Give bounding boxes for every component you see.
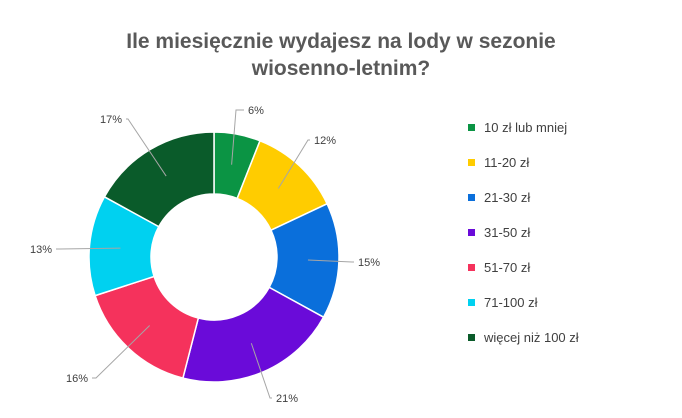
legend-swatch: [468, 123, 475, 131]
legend-item-6: 71-100 zł: [468, 292, 579, 312]
legend-label: 51-70 zł: [484, 259, 531, 275]
legend-item-7: więcej niż 100 zł: [468, 327, 579, 347]
data-label-7: 17%: [100, 114, 122, 126]
legend-swatch: [468, 298, 475, 306]
legend-label: więcej niż 100 zł: [484, 329, 579, 345]
legend-swatch: [468, 263, 475, 271]
leader-line-1: [231, 109, 244, 165]
leader-line-4: [250, 343, 272, 399]
legend-label: 10 zł lub mniej: [484, 119, 568, 135]
donut-slice-5: [94, 275, 200, 379]
legend-item-2: 11-20 zł: [468, 152, 579, 172]
legend-label: 31-50 zł: [484, 224, 531, 240]
leader-line-7: [126, 118, 167, 177]
chart-legend: 10 zł lub mniej 11-20 zł 21-30 zł 31-50 zł 5…: [468, 117, 579, 362]
legend-item-5: 51-70 zł: [468, 257, 579, 277]
chart-title-line-2: wiosenno-letnim?: [251, 57, 431, 80]
data-label-1: 6%: [248, 105, 264, 117]
legend-item-4: 31-50 zł: [468, 222, 579, 242]
legend-swatch: [468, 193, 475, 201]
leader-line-5: [92, 325, 151, 379]
donut-slice-7: [103, 131, 215, 228]
leader-line-6: [56, 247, 121, 250]
legend-label: 11-20 zł: [484, 154, 530, 170]
legend-label: 71-100 zł: [484, 294, 538, 310]
chart-title-line-1: Ile miesięcznie wydajesz na lody w sezon…: [126, 30, 556, 53]
legend-label: 21-30 zł: [484, 189, 531, 205]
legend-swatch: [468, 158, 475, 166]
data-label-2: 12%: [314, 135, 336, 147]
data-label-6: 13%: [30, 244, 52, 256]
legend-swatch: [468, 333, 475, 341]
legend-swatch: [468, 228, 475, 236]
data-label-3: 15%: [358, 257, 380, 269]
data-label-5: 16%: [66, 373, 88, 385]
legend-item-1: 10 zł lub mniej: [468, 117, 579, 137]
legend-item-3: 21-30 zł: [468, 187, 579, 207]
chart-title: Ile miesięcznie wydajesz na lody w sezon…: [0, 28, 682, 82]
donut-slice-4: [182, 286, 325, 383]
leader-line-2: [277, 139, 310, 189]
leader-line-3: [307, 259, 354, 263]
data-label-4: 21%: [276, 393, 298, 405]
